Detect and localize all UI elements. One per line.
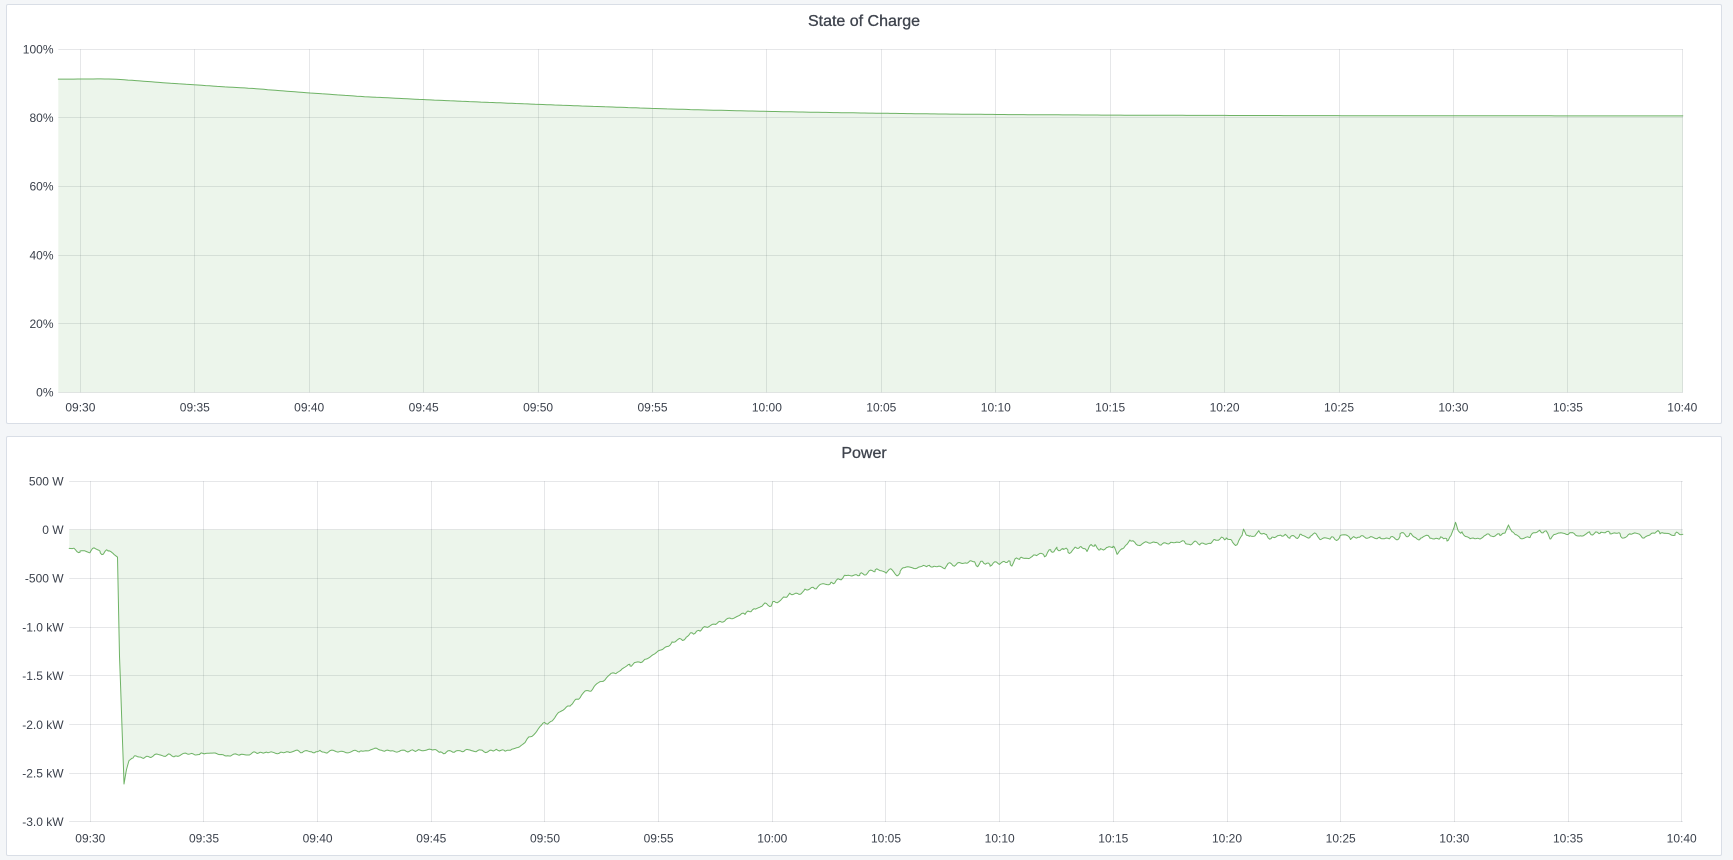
svg-text:09:40: 09:40: [303, 832, 333, 846]
svg-text:10:25: 10:25: [1326, 832, 1356, 846]
svg-text:09:35: 09:35: [189, 832, 219, 846]
svg-text:10:15: 10:15: [1095, 401, 1125, 415]
svg-text:10:00: 10:00: [757, 832, 787, 846]
svg-text:10:20: 10:20: [1210, 401, 1240, 415]
svg-text:09:35: 09:35: [180, 401, 210, 415]
svg-text:09:45: 09:45: [416, 832, 446, 846]
svg-text:10:00: 10:00: [752, 401, 782, 415]
svg-text:0 W: 0 W: [42, 523, 64, 537]
svg-text:10:30: 10:30: [1438, 401, 1468, 415]
svg-text:-1.0 kW: -1.0 kW: [22, 620, 64, 634]
svg-text:-1.5 kW: -1.5 kW: [22, 669, 64, 683]
svg-text:10:40: 10:40: [1667, 401, 1697, 415]
svg-text:10:15: 10:15: [1098, 832, 1128, 846]
svg-text:500 W: 500 W: [29, 474, 64, 488]
svg-text:09:40: 09:40: [294, 401, 324, 415]
svg-text:10:30: 10:30: [1439, 832, 1469, 846]
svg-text:40%: 40%: [29, 248, 53, 262]
svg-text:09:30: 09:30: [75, 832, 105, 846]
svg-text:-2.0 kW: -2.0 kW: [22, 718, 64, 732]
svg-text:09:50: 09:50: [523, 401, 553, 415]
svg-text:-2.5 kW: -2.5 kW: [22, 767, 64, 781]
svg-text:10:40: 10:40: [1667, 832, 1697, 846]
svg-text:09:55: 09:55: [637, 401, 667, 415]
svg-text:10:35: 10:35: [1553, 832, 1583, 846]
svg-text:10:05: 10:05: [871, 832, 901, 846]
svg-text:-3.0 kW: -3.0 kW: [22, 815, 64, 829]
svg-text:60%: 60%: [29, 180, 53, 194]
svg-text:100%: 100%: [23, 43, 54, 57]
svg-text:10:20: 10:20: [1212, 832, 1242, 846]
svg-text:09:50: 09:50: [530, 832, 560, 846]
svg-text:80%: 80%: [29, 111, 53, 125]
svg-text:09:55: 09:55: [644, 832, 674, 846]
svg-text:09:45: 09:45: [409, 401, 439, 415]
svg-text:10:35: 10:35: [1553, 401, 1583, 415]
svg-text:09:30: 09:30: [65, 401, 95, 415]
svg-text:-500 W: -500 W: [25, 572, 64, 586]
svg-text:0%: 0%: [36, 386, 54, 400]
svg-text:10:10: 10:10: [981, 401, 1011, 415]
svg-text:10:10: 10:10: [985, 832, 1015, 846]
svg-text:20%: 20%: [29, 317, 53, 331]
svg-text:10:25: 10:25: [1324, 401, 1354, 415]
svg-text:10:05: 10:05: [866, 401, 896, 415]
